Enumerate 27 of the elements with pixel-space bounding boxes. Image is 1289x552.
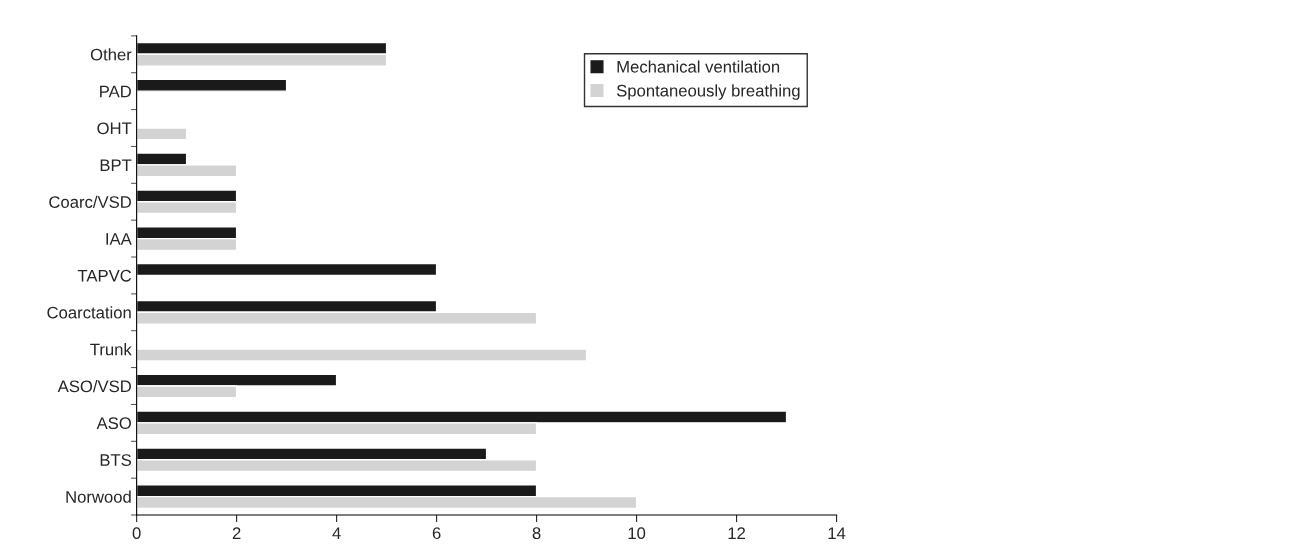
legend-label: Mechanical ventilation: [617, 60, 780, 73]
x-tick-label: 8: [532, 527, 541, 540]
y-tick-label: ASO/VSD: [57, 379, 131, 393]
y-tick-label: Norwood: [66, 490, 131, 503]
y-tick-label: Coarctation: [47, 306, 131, 319]
x-tick-label: 0: [132, 527, 141, 540]
bar: [136, 262, 438, 277]
x-tick-label: 2: [232, 527, 241, 539]
legend-label: Spontaneously breathing: [616, 84, 800, 100]
bar: [136, 127, 188, 141]
bar: [136, 348, 588, 362]
y-tick-label: ASO: [96, 417, 131, 430]
x-tick-label: 14: [828, 527, 846, 539]
bar: [136, 78, 288, 92]
y-tick-label: Trunk: [90, 343, 132, 356]
y-tick-label: OHT: [97, 122, 132, 135]
x-tick-label: 6: [432, 527, 441, 540]
y-tick-label: Other: [90, 48, 132, 61]
x-tick-label: 10: [628, 527, 646, 540]
y-tick-label: PAD: [100, 85, 131, 98]
x-tick-label: 4: [332, 527, 341, 539]
y-tick-label: TAPVC: [77, 269, 132, 282]
y-tick-label: BPT: [100, 159, 132, 171]
y-tick-label: Coarc/VSD: [49, 195, 131, 208]
y-tick-label: BTS: [100, 454, 132, 466]
y-tick-label: IAA: [106, 233, 132, 245]
x-tick-label: 12: [728, 527, 745, 539]
